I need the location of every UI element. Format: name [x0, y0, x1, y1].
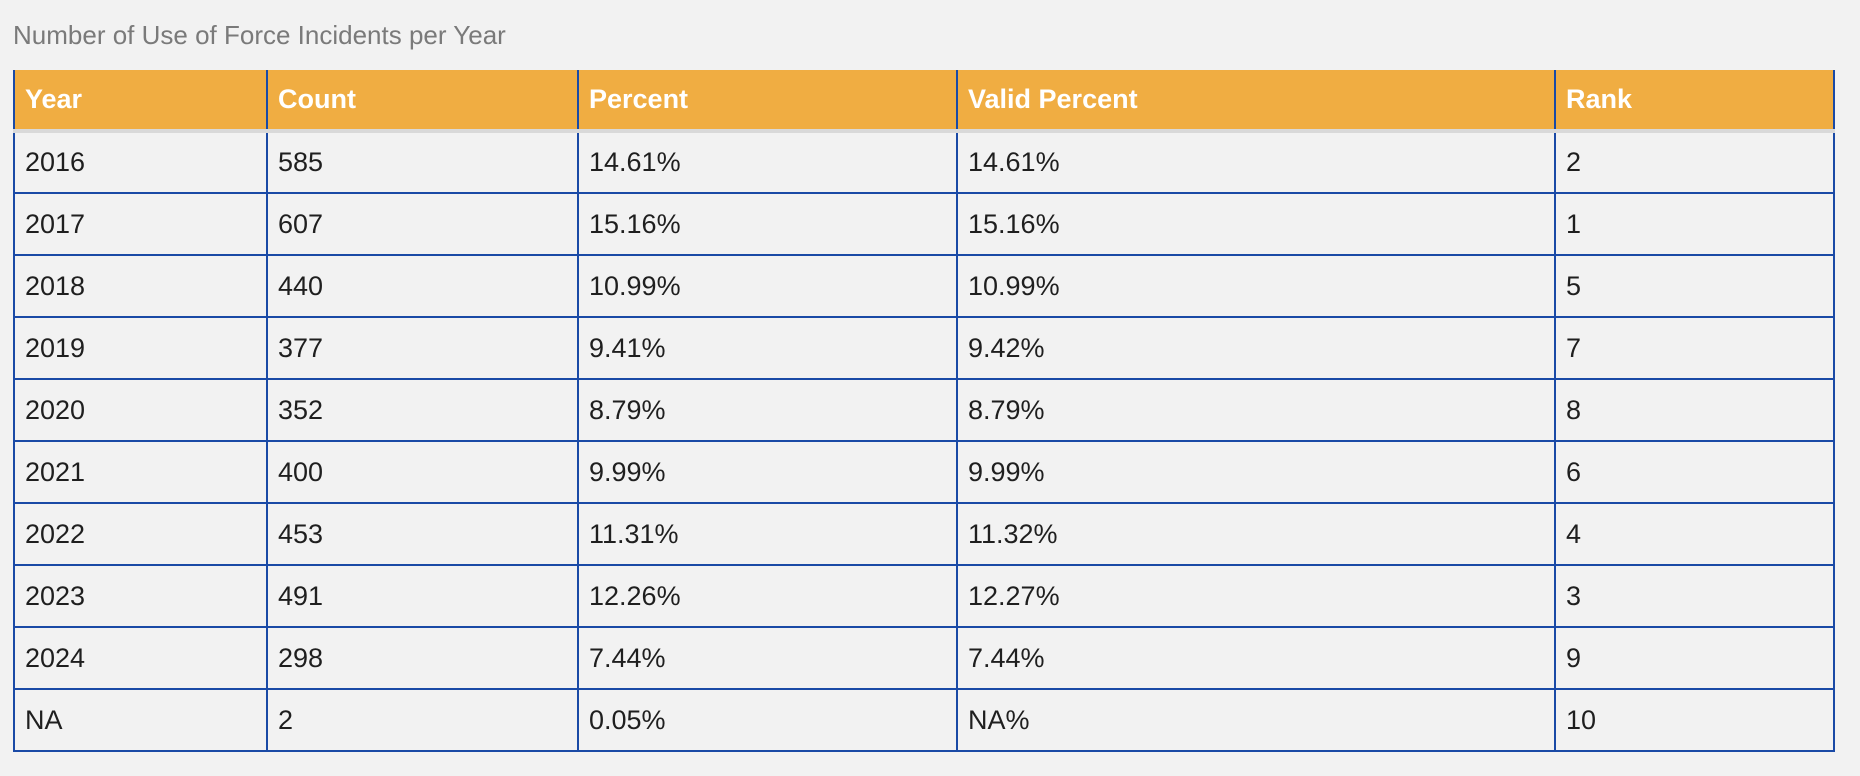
- cell-valid-percent: 9.42%: [956, 316, 1556, 380]
- cell-percent: 9.41%: [577, 316, 958, 380]
- column-header-year: Year: [13, 70, 268, 133]
- cell-rank: 9: [1554, 626, 1835, 690]
- table-caption: Number of Use of Force Incidents per Yea…: [13, 20, 506, 50]
- cell-percent: 0.05%: [577, 688, 958, 752]
- cell-valid-percent: 10.99%: [956, 254, 1556, 318]
- cell-year: 2022: [13, 502, 268, 566]
- cell-year: 2016: [13, 130, 268, 194]
- cell-count: 607: [266, 192, 579, 256]
- cell-percent: 9.99%: [577, 440, 958, 504]
- table-header: Year Count Percent Valid Percent Rank: [13, 70, 1835, 133]
- cell-year: 2021: [13, 440, 268, 504]
- cell-percent: 12.26%: [577, 564, 958, 628]
- header-row: Year Count Percent Valid Percent Rank: [13, 70, 1835, 133]
- cell-percent: 10.99%: [577, 254, 958, 318]
- cell-valid-percent: NA%: [956, 688, 1556, 752]
- cell-rank: 1: [1554, 192, 1835, 256]
- cell-valid-percent: 11.32%: [956, 502, 1556, 566]
- cell-rank: 7: [1554, 316, 1835, 380]
- cell-valid-percent: 9.99%: [956, 440, 1556, 504]
- cell-percent: 7.44%: [577, 626, 958, 690]
- cell-count: 491: [266, 564, 579, 628]
- cell-count: 352: [266, 378, 579, 442]
- cell-year: 2019: [13, 316, 268, 380]
- column-header-count: Count: [266, 70, 579, 133]
- table-body: 2016 585 14.61% 14.61% 2 2017 607 15.16%…: [13, 130, 1835, 752]
- cell-year: 2020: [13, 378, 268, 442]
- cell-valid-percent: 8.79%: [956, 378, 1556, 442]
- table-row: 2024 298 7.44% 7.44% 9: [13, 626, 1835, 690]
- column-header-percent: Percent: [577, 70, 958, 133]
- table-row: 2016 585 14.61% 14.61% 2: [13, 130, 1835, 194]
- cell-year: NA: [13, 688, 268, 752]
- table-row: 2017 607 15.16% 15.16% 1: [13, 192, 1835, 256]
- table-row: 2021 400 9.99% 9.99% 6: [13, 440, 1835, 504]
- cell-rank: 3: [1554, 564, 1835, 628]
- cell-count: 585: [266, 130, 579, 194]
- column-header-rank: Rank: [1554, 70, 1835, 133]
- cell-rank: 8: [1554, 378, 1835, 442]
- table-row: 2020 352 8.79% 8.79% 8: [13, 378, 1835, 442]
- cell-valid-percent: 15.16%: [956, 192, 1556, 256]
- table-row: 2019 377 9.41% 9.42% 7: [13, 316, 1835, 380]
- cell-year: 2018: [13, 254, 268, 318]
- cell-year: 2023: [13, 564, 268, 628]
- cell-valid-percent: 12.27%: [956, 564, 1556, 628]
- cell-percent: 14.61%: [577, 130, 958, 194]
- table-row: 2022 453 11.31% 11.32% 4: [13, 502, 1835, 566]
- cell-year: 2024: [13, 626, 268, 690]
- cell-count: 453: [266, 502, 579, 566]
- cell-rank: 4: [1554, 502, 1835, 566]
- column-header-valid-percent: Valid Percent: [956, 70, 1556, 133]
- cell-rank: 2: [1554, 130, 1835, 194]
- cell-count: 2: [266, 688, 579, 752]
- cell-count: 377: [266, 316, 579, 380]
- table-row: 2023 491 12.26% 12.27% 3: [13, 564, 1835, 628]
- cell-valid-percent: 7.44%: [956, 626, 1556, 690]
- cell-valid-percent: 14.61%: [956, 130, 1556, 194]
- data-table: Year Count Percent Valid Percent Rank 20…: [13, 70, 1835, 752]
- cell-rank: 10: [1554, 688, 1835, 752]
- cell-percent: 8.79%: [577, 378, 958, 442]
- cell-percent: 15.16%: [577, 192, 958, 256]
- cell-count: 400: [266, 440, 579, 504]
- cell-year: 2017: [13, 192, 268, 256]
- cell-count: 298: [266, 626, 579, 690]
- cell-rank: 6: [1554, 440, 1835, 504]
- cell-percent: 11.31%: [577, 502, 958, 566]
- cell-count: 440: [266, 254, 579, 318]
- cell-rank: 5: [1554, 254, 1835, 318]
- table-row: 2018 440 10.99% 10.99% 5: [13, 254, 1835, 318]
- table-row: NA 2 0.05% NA% 10: [13, 688, 1835, 752]
